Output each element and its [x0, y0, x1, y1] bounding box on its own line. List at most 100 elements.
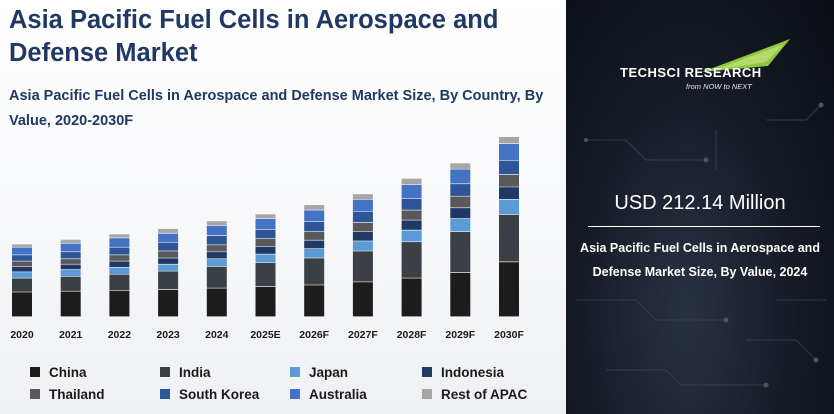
bar-segment-thailand-2020 — [12, 261, 32, 267]
bar-segment-south-korea-2028f — [401, 198, 422, 210]
bar-segment-rest-of-apac-2024 — [206, 221, 227, 226]
bar-segment-indonesia-2025e — [255, 246, 276, 254]
x-tick-label: 2020 — [10, 329, 34, 341]
x-tick-label: 2022 — [108, 329, 132, 341]
bar-segment-rest-of-apac-2022 — [109, 234, 130, 238]
divider — [588, 226, 820, 227]
bar-segment-indonesia-2026f — [304, 240, 325, 249]
bar-segment-india-2024 — [206, 266, 227, 288]
bar-segment-thailand-2026f — [304, 232, 325, 240]
bar-segment-australia-2028f — [401, 184, 422, 199]
x-tick-label: 2030F — [494, 329, 524, 341]
bar-segment-china-2025e — [255, 286, 276, 317]
bar-segment-rest-of-apac-2020 — [12, 244, 32, 247]
legend-swatch — [422, 389, 432, 399]
bar-segment-south-korea-2029f — [450, 184, 471, 196]
legend-swatch — [160, 367, 170, 377]
bar-segment-south-korea-2022 — [109, 247, 130, 255]
bar-segment-indonesia-2022 — [109, 261, 130, 267]
bar-segment-indonesia-2028f — [401, 220, 422, 230]
bar-segment-india-2030f — [499, 215, 519, 262]
bar-segment-thailand-2021 — [60, 259, 81, 264]
bar-segment-china-2028f — [401, 278, 422, 317]
bar-segment-china-2024 — [206, 288, 227, 317]
bar-segment-india-2025e — [255, 262, 276, 287]
bar-segment-south-korea-2021 — [60, 252, 81, 259]
bar-segment-indonesia-2020 — [12, 266, 32, 272]
bar-segment-australia-2030f — [499, 144, 519, 161]
bar-segment-india-2023 — [158, 271, 179, 290]
legend-swatch — [30, 389, 40, 399]
legend-label: China — [49, 364, 87, 380]
legend-item-japan: Japan — [290, 363, 348, 381]
bar-segment-china-2021 — [60, 291, 81, 317]
bar-segment-south-korea-2027f — [352, 211, 373, 223]
logo-wordmark: TECHSCI RESEARCH — [620, 65, 762, 80]
logo-tagline: from NOW to NEXT — [686, 82, 752, 91]
bar-segment-indonesia-2029f — [450, 208, 471, 219]
bar-segment-south-korea-2026f — [304, 222, 325, 232]
market-size-description: Asia Pacific Fuel Cells in Aerospace and… — [580, 241, 820, 279]
legend-swatch — [422, 367, 432, 377]
highlight-panel: TECHSCI RESEARCH from NOW to NEXT USD 21… — [566, 0, 834, 414]
bar-segment-thailand-2030f — [499, 174, 519, 187]
legend-label: South Korea — [179, 386, 260, 402]
legend-label: Japan — [309, 364, 349, 380]
legend-label: Thailand — [49, 386, 105, 402]
bar-segment-australia-2025e — [255, 218, 276, 230]
chart-subtitle: Asia Pacific Fuel Cells in Aerospace and… — [9, 88, 544, 129]
bar-segment-indonesia-2023 — [158, 258, 179, 264]
bar-segment-india-2021 — [60, 276, 81, 291]
bar-segment-rest-of-apac-2029f — [450, 163, 471, 169]
bar-segment-japan-2030f — [499, 199, 519, 215]
bar-segment-rest-of-apac-2026f — [304, 205, 325, 210]
bar-segment-indonesia-2027f — [352, 232, 373, 241]
legend-item-china: China — [30, 363, 87, 381]
legend-label: Indonesia — [441, 364, 505, 380]
bar-segment-china-2022 — [109, 290, 130, 317]
legend-item-indonesia: Indonesia — [422, 363, 504, 381]
bar-segment-thailand-2023 — [158, 251, 179, 258]
bar-segment-china-2026f — [304, 285, 325, 317]
legend-item-thailand: Thailand — [30, 385, 105, 403]
bar-segment-china-2030f — [499, 262, 519, 317]
bar-segment-japan-2028f — [401, 230, 422, 242]
bar-segment-rest-of-apac-2023 — [158, 228, 179, 233]
bar-segment-south-korea-2030f — [499, 160, 519, 175]
bar-segment-rest-of-apac-2021 — [60, 239, 81, 243]
circuit-background-graphic — [576, 102, 826, 388]
bar-segment-thailand-2022 — [109, 255, 130, 261]
page-title: Asia Pacific Fuel Cells in Aerospace and… — [9, 6, 499, 67]
legend-label: Rest of APAC — [441, 386, 528, 402]
x-tick-label: 2026F — [299, 329, 329, 341]
logo-swoosh-icon — [702, 39, 790, 72]
legend-item-india: India — [160, 363, 211, 381]
bar-segment-rest-of-apac-2027f — [352, 194, 373, 199]
bar-segment-south-korea-2023 — [158, 242, 179, 251]
legend-item-south-korea: South Korea — [160, 385, 259, 403]
x-tick-label: 2027F — [348, 329, 378, 341]
x-tick-label: 2029F — [445, 329, 475, 341]
bar-segment-indonesia-2021 — [60, 264, 81, 270]
legend-item-australia: Australia — [290, 385, 367, 403]
bar-segment-india-2020 — [12, 278, 32, 292]
bar-segment-japan-2021 — [60, 269, 81, 277]
bar-segment-china-2023 — [158, 290, 179, 317]
bar-segment-japan-2020 — [12, 272, 32, 278]
chart-panel: Asia Pacific Fuel Cells in Aerospace and… — [0, 0, 566, 414]
bar-segment-indonesia-2030f — [499, 187, 519, 199]
x-tick-label: 2025E — [250, 329, 280, 341]
bar-segment-japan-2026f — [304, 249, 325, 258]
bar-segment-japan-2024 — [206, 259, 227, 267]
bar-segment-china-2020 — [12, 292, 32, 317]
bar-segment-south-korea-2025e — [255, 229, 276, 239]
bar-segment-thailand-2027f — [352, 222, 373, 232]
legend-swatch — [290, 367, 300, 377]
bar-segment-india-2028f — [401, 242, 422, 278]
bar-segment-south-korea-2020 — [12, 255, 32, 261]
bar-segment-india-2026f — [304, 258, 325, 285]
bar-segment-australia-2023 — [158, 233, 179, 243]
x-tick-label: 2024 — [205, 329, 229, 341]
bar-segment-thailand-2025e — [255, 239, 276, 247]
legend-label: Australia — [309, 386, 367, 402]
